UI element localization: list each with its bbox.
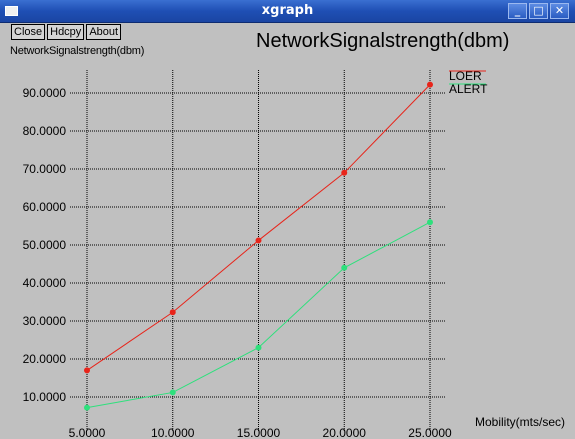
legend-label-loer: LOER — [449, 69, 482, 83]
x-tick-label: 10.0000 — [151, 426, 195, 439]
y-tick-label: 60.0000 — [23, 200, 67, 214]
data-point-alert — [169, 389, 176, 396]
y-tick-label: 20.0000 — [23, 352, 67, 366]
hardcopy-button[interactable]: Hdcpy — [47, 24, 85, 40]
x-tick-labels: 5.0000 10.0000 15.0000 20.0000 25.0000 — [69, 426, 452, 439]
minimize-icon[interactable]: _ — [508, 3, 527, 19]
window-title: xgraph — [261, 3, 314, 18]
x-tick-label: 5.0000 — [69, 426, 106, 439]
data-point-loer — [84, 367, 90, 374]
data-point-alert — [84, 404, 90, 411]
x-tick-label: 20.0000 — [323, 426, 367, 439]
grid-lines — [70, 70, 446, 431]
about-button[interactable]: About — [86, 24, 122, 40]
chart-title: NetworkSignalstrength(dbm) — [256, 30, 510, 52]
y-tick-label: 90.0000 — [23, 86, 67, 100]
x-tick-label: 25.0000 — [408, 426, 452, 439]
x-tick-label: 15.0000 — [237, 426, 281, 439]
close-button[interactable]: Close — [11, 24, 46, 40]
title-bar[interactable]: xgraph _ □ ✕ — [0, 0, 575, 23]
y-tick-labels: 10.0000 20.0000 30.0000 40.0000 50.0000 60.00… — [23, 86, 67, 404]
maximize-icon[interactable]: □ — [529, 3, 548, 19]
window-controls: _ □ ✕ — [508, 3, 569, 19]
close-window-icon[interactable]: ✕ — [550, 3, 569, 19]
data-point-loer — [341, 169, 348, 176]
y-tick-label: 70.0000 — [23, 162, 67, 176]
data-point-loer — [427, 81, 433, 88]
data-point-loer — [255, 237, 262, 244]
data-point-loer — [169, 309, 176, 316]
y-tick-label: 80.0000 — [23, 124, 67, 138]
toolbar: Close Hdcpy About — [11, 24, 122, 40]
data-point-alert — [427, 219, 433, 226]
y-axis-label: NetworkSignalstrength(dbm) — [10, 45, 145, 57]
y-tick-label: 10.0000 — [23, 390, 67, 404]
y-tick-label: 50.0000 — [23, 238, 67, 252]
data-point-alert — [255, 344, 262, 351]
y-tick-label: 30.0000 — [23, 314, 67, 328]
series-line-loer — [86, 84, 431, 371]
data-series — [84, 81, 433, 411]
window-menu-icon[interactable] — [5, 6, 18, 16]
x-axis-label: Mobility(mts/sec) — [475, 415, 565, 429]
legend-label-alert: ALERT — [449, 82, 488, 96]
data-point-alert — [341, 264, 348, 271]
y-tick-label: 40.0000 — [23, 276, 67, 290]
